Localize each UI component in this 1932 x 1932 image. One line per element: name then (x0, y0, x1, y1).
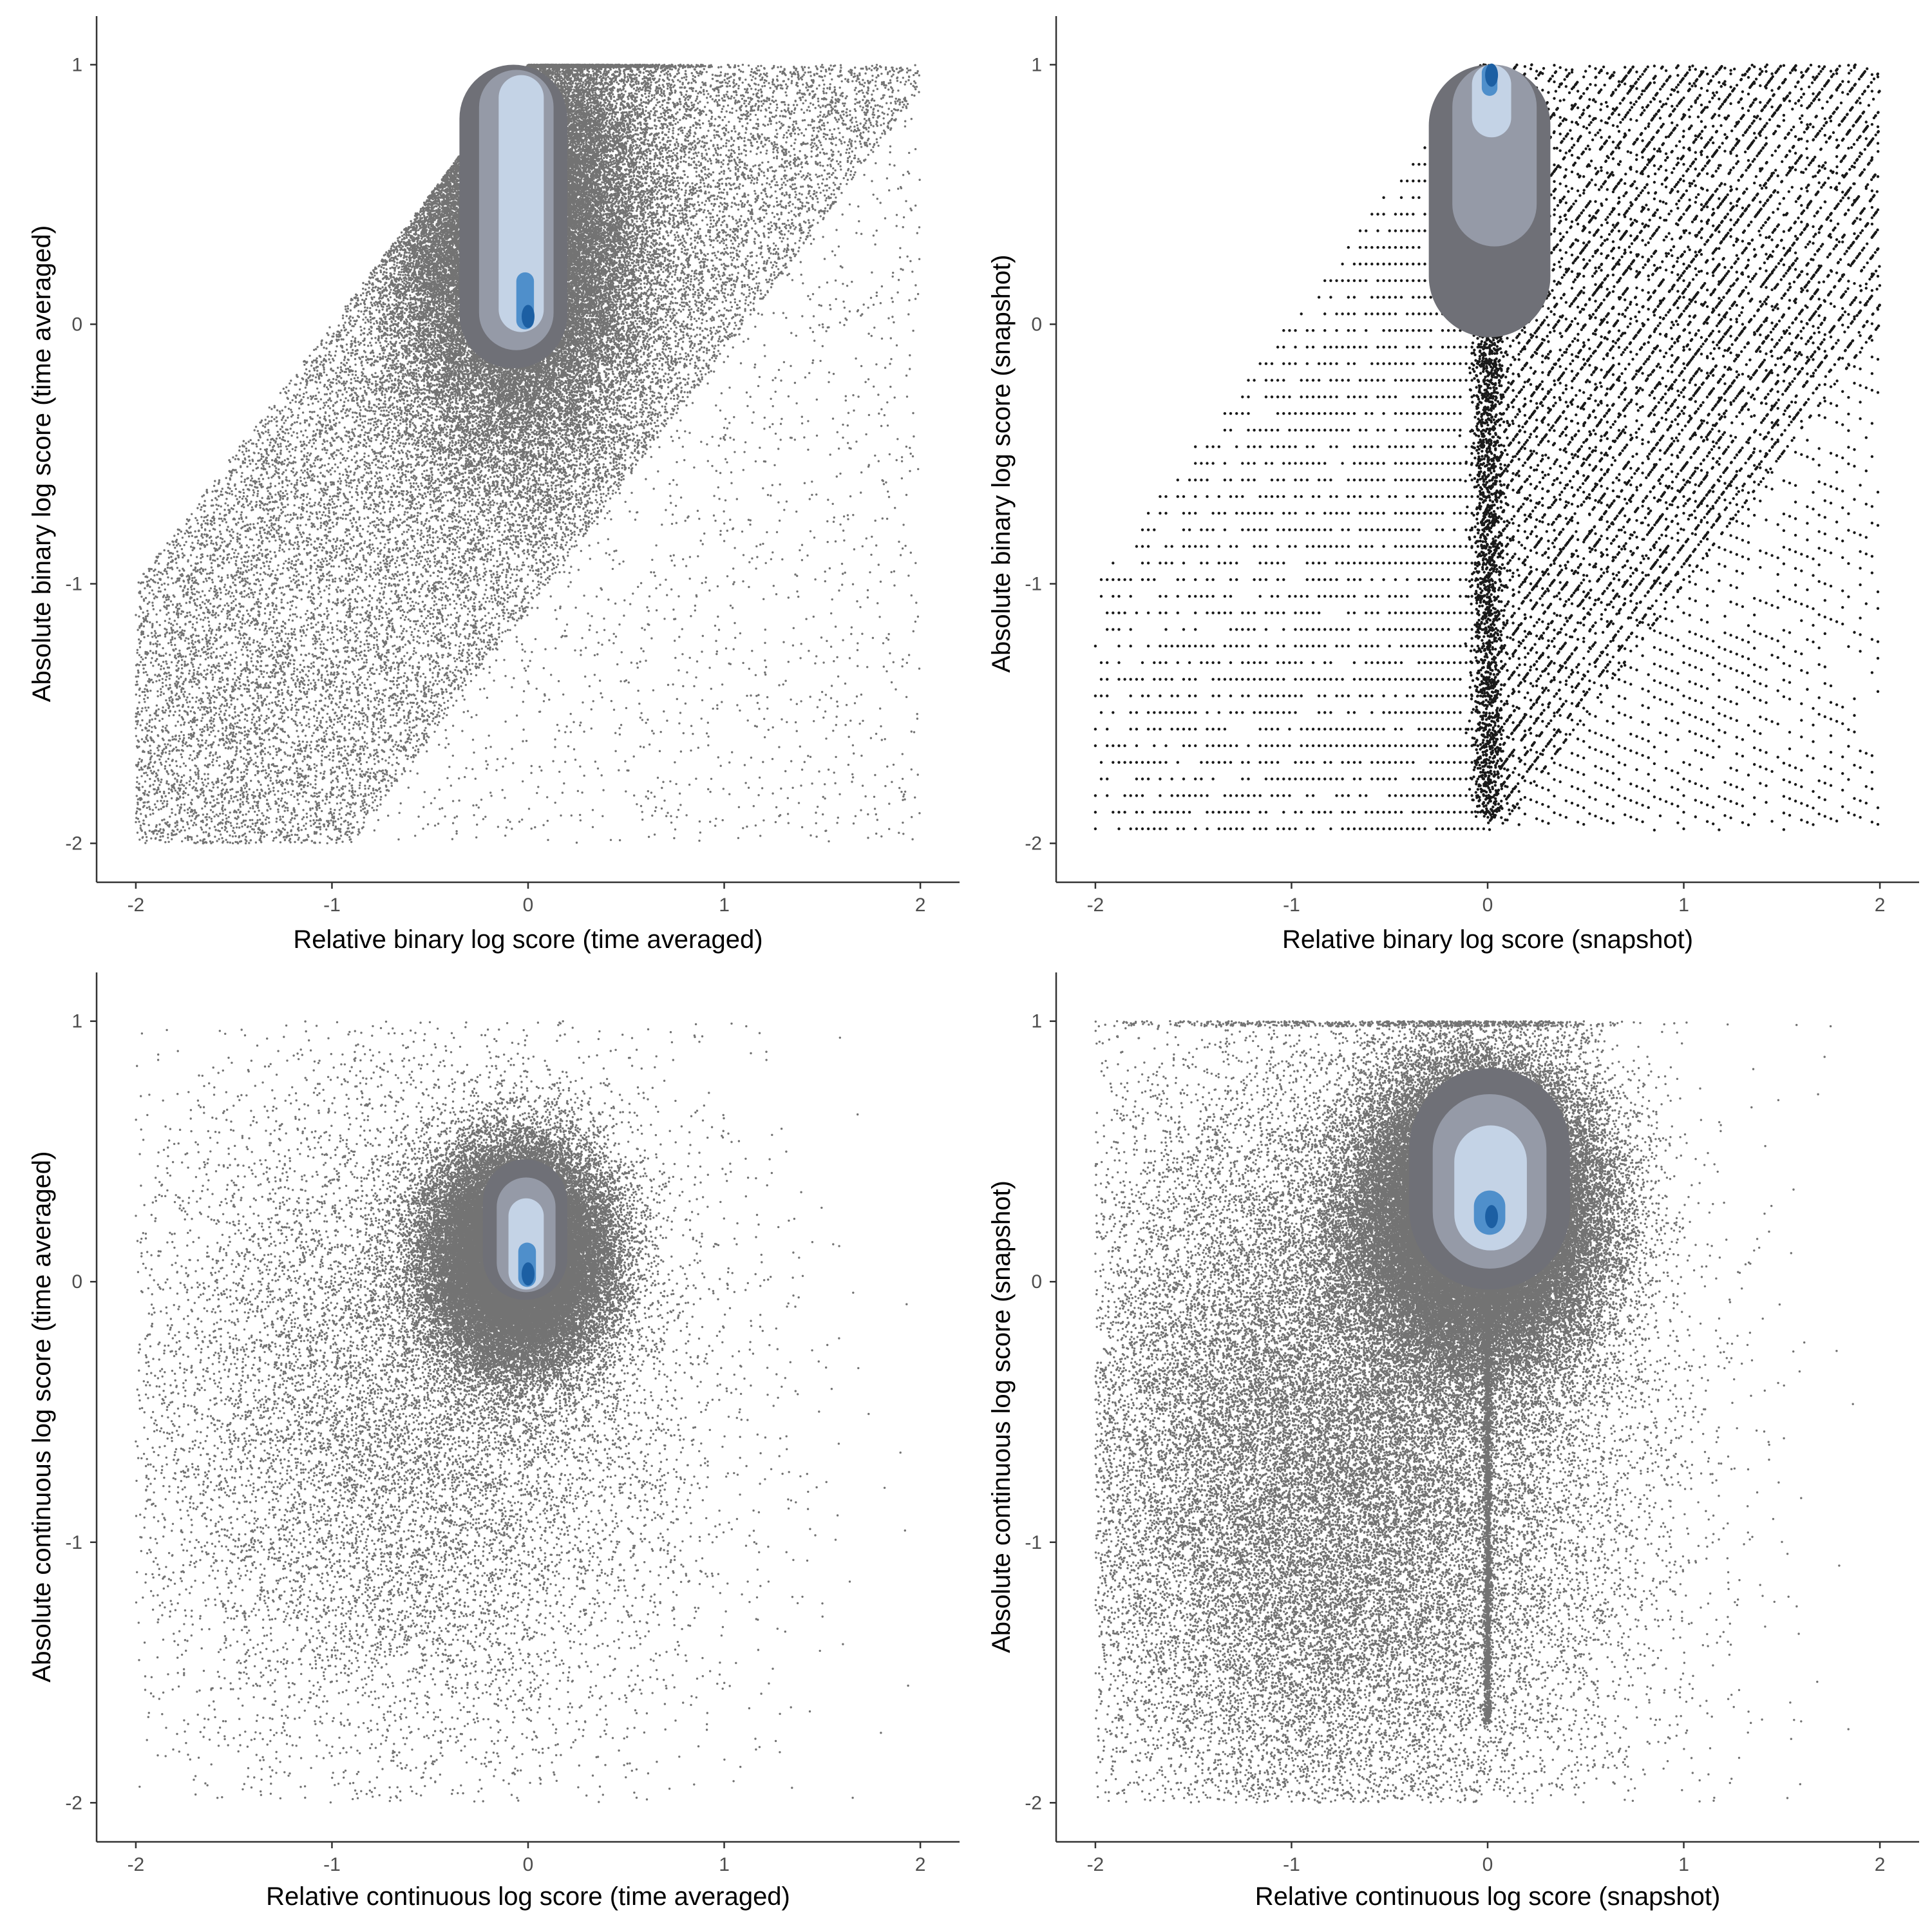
density-contours (459, 64, 567, 369)
x-tick-label: -1 (323, 895, 341, 916)
x-tick-label: 0 (1482, 1854, 1493, 1875)
x-axis-title: Relative continuous log score (time aver… (266, 1882, 790, 1911)
x-tick-label: 2 (1875, 1854, 1886, 1875)
y-tick-label: 0 (71, 314, 82, 335)
x-tick-label: 1 (1678, 895, 1689, 916)
panel-continuous-time-averaged: -2 -1 0 1 2 -2 -1 0 1 Relative continuous log sc… (28, 972, 960, 1911)
x-tick-label: -2 (1087, 1854, 1104, 1875)
y-tick-label: -1 (65, 1532, 82, 1553)
density-contours (1428, 63, 1551, 337)
x-tick-label: 0 (523, 895, 534, 916)
density-peak (522, 1262, 535, 1286)
x-tick-label: 0 (523, 1854, 534, 1875)
y-tick-label: 0 (71, 1271, 82, 1293)
x-axis-title: Relative binary log score (snapshot) (1282, 925, 1693, 954)
scatter-points (1094, 63, 1882, 832)
scatter-points (135, 63, 921, 845)
x-tick-label: 2 (915, 1854, 926, 1875)
panel-binary-time-averaged: -2 -1 0 1 2 -2 -1 0 1 Relative binary log score … (28, 16, 960, 954)
scatter-point-cloud (135, 1020, 909, 1804)
axes: -2 -1 0 1 2 -2 -1 0 1 (65, 972, 960, 1875)
x-tick-label: 1 (1678, 1854, 1689, 1875)
x-tick-label: -1 (1283, 1854, 1300, 1875)
y-tick-label: -2 (1025, 1792, 1042, 1814)
density-contour-level-3 (498, 75, 544, 332)
x-axis-title: Relative continuous log score (snapshot) (1255, 1882, 1721, 1911)
x-tick-label: -1 (1283, 895, 1300, 916)
density-contours (482, 1159, 567, 1300)
x-tick-label: 0 (1482, 895, 1493, 916)
x-tick-label: -2 (128, 1854, 145, 1875)
axes: -2 -1 0 1 2 -2 -1 0 1 (1025, 16, 1919, 916)
x-tick-label: -1 (323, 1854, 341, 1875)
x-tick-label: 1 (719, 1854, 730, 1875)
y-tick-label: 0 (1031, 1271, 1042, 1293)
y-tick-label: 1 (71, 54, 82, 75)
axes: -2 -1 0 1 2 -2 -1 0 1 (65, 16, 960, 916)
density-peak (522, 305, 535, 328)
density-peak (1485, 1205, 1499, 1229)
y-axis-title: Absolute continuous log score (time aver… (28, 1151, 56, 1683)
y-tick-label: -1 (65, 574, 82, 595)
y-tick-label: 1 (1031, 1011, 1042, 1032)
x-tick-label: 2 (1875, 895, 1886, 916)
axes: -2 -1 0 1 2 -2 -1 0 1 (1025, 972, 1919, 1875)
density-peak (1485, 63, 1499, 87)
x-tick-label: -2 (1087, 895, 1104, 916)
scatter-point-cloud (1094, 1019, 1854, 1804)
x-axis-title: Relative binary log score (time averaged… (293, 925, 762, 954)
scatter-points (1094, 1019, 1854, 1804)
density-contour-level-3 (1454, 1125, 1527, 1251)
y-tick-label: 1 (71, 1011, 82, 1032)
y-axis-title: Absolute binary log score (snapshot) (987, 254, 1016, 672)
scatter-points (135, 1020, 909, 1804)
scatter-point-cloud (135, 63, 921, 845)
panel-continuous-snapshot: -2 -1 0 1 2 -2 -1 0 1 Relative continuous log sc… (987, 972, 1919, 1911)
scatter-point-cloud (1094, 63, 1882, 832)
y-tick-label: 1 (1031, 54, 1042, 75)
density-contours (1409, 1068, 1570, 1290)
x-tick-label: 1 (719, 895, 730, 916)
y-axis-title: Absolute binary log score (time averaged… (28, 225, 56, 702)
y-tick-label: -1 (1025, 574, 1042, 595)
y-axis-title: Absolute continuous log score (snapshot) (987, 1180, 1016, 1653)
x-tick-label: -2 (128, 895, 145, 916)
y-tick-label: -2 (1025, 833, 1042, 855)
y-tick-label: 0 (1031, 314, 1042, 335)
y-tick-label: -2 (65, 833, 82, 855)
y-tick-label: -2 (65, 1792, 82, 1814)
x-tick-label: 2 (915, 895, 926, 916)
panel-binary-snapshot: -2 -1 0 1 2 -2 -1 0 1 Relative binary log score … (987, 16, 1919, 954)
y-tick-label: -1 (1025, 1532, 1042, 1553)
